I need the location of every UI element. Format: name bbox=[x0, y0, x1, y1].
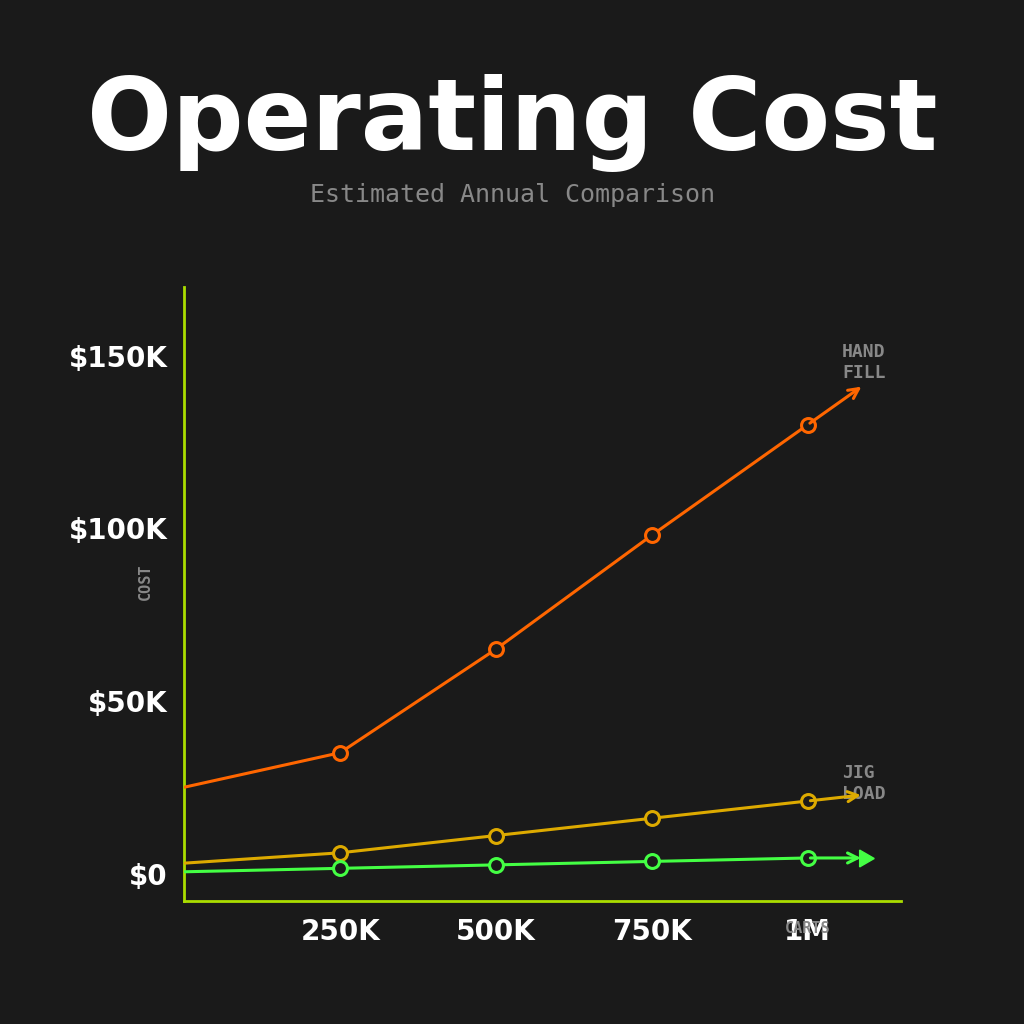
Text: HAND
FILL: HAND FILL bbox=[842, 343, 886, 382]
Text: JIG
LOAD: JIG LOAD bbox=[842, 764, 886, 803]
Text: CARTS: CARTS bbox=[785, 922, 830, 936]
Text: COST: COST bbox=[137, 563, 153, 600]
Text: Operating Cost: Operating Cost bbox=[87, 74, 937, 172]
Text: Estimated Annual Comparison: Estimated Annual Comparison bbox=[309, 182, 715, 207]
